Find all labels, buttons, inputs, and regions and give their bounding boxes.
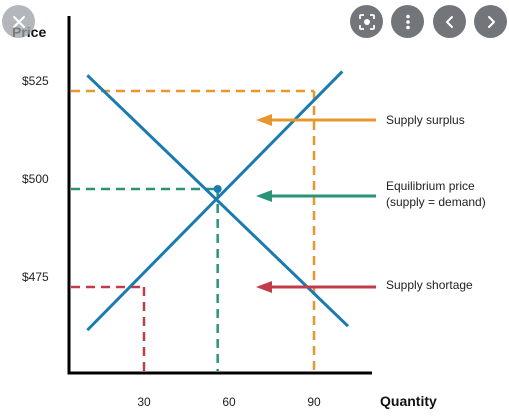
x-axis-title: Quantity [380, 393, 437, 409]
lens-button[interactable] [350, 5, 383, 38]
supply-curve [86, 70, 344, 332]
x-tick-label: 30 [137, 395, 151, 409]
annotations: Supply surplus Equilibrium price (supply =… [256, 113, 486, 293]
guide-lines [71, 89, 316, 371]
chevron-left-icon [445, 15, 453, 28]
annotation-label-1-0: Equilibrium price [386, 179, 475, 193]
y-tick-label: $525 [22, 74, 49, 88]
more-options-button[interactable] [391, 5, 424, 38]
lens-icon [358, 13, 375, 30]
tick-labels: $475 $500 $525 30 60 90 [22, 74, 321, 409]
x-tick-label: 90 [307, 395, 321, 409]
annotation-arrowhead-0 [256, 114, 272, 126]
chevron-right-icon [487, 15, 495, 28]
previous-button[interactable] [433, 5, 466, 38]
annotation-label-1-1: (supply = demand) [386, 195, 486, 209]
annotation-label-0-0: Supply surplus [386, 113, 465, 127]
next-button[interactable] [474, 5, 507, 38]
annotation-arrowhead-2 [256, 281, 272, 293]
equilibrium-point [213, 185, 222, 193]
more-vert-icon [405, 14, 410, 29]
y-tick-label: $500 [22, 172, 49, 186]
y-tick-label: $475 [22, 270, 49, 284]
curves [86, 70, 350, 332]
close-button[interactable] [2, 5, 35, 38]
annotation-label-2-0: Supply shortage [386, 278, 473, 292]
demand-curve [86, 74, 350, 328]
x-tick-label: 60 [222, 395, 236, 409]
annotation-arrowhead-1 [256, 190, 272, 202]
close-icon [12, 15, 25, 28]
